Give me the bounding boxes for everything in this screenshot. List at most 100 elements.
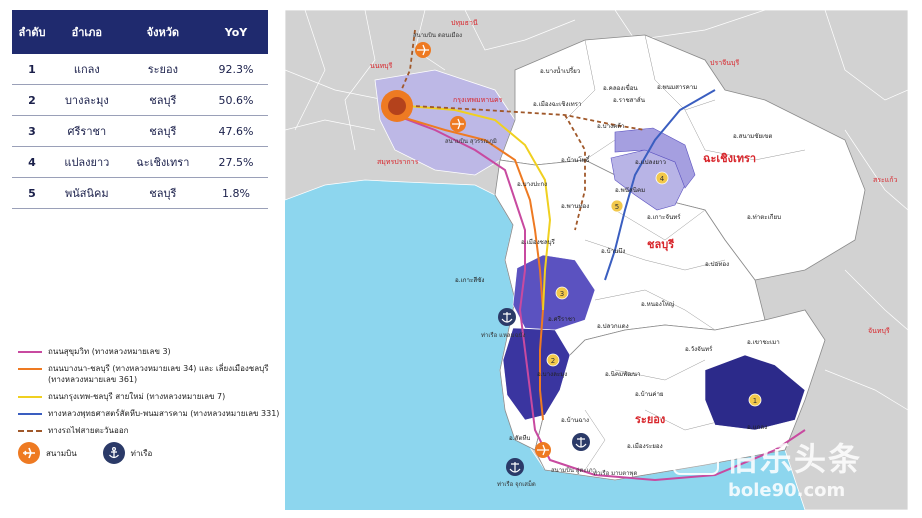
table-header-row: ลำดับ อำเภอ จังหวัด YoY — [12, 10, 268, 54]
outer-boundaries — [285, 10, 908, 411]
label-khlong-khuean: อ.คลองเขื่อน — [603, 84, 638, 92]
svg-text:4: 4 — [660, 175, 665, 183]
label-ban-pho: อ.บ้านโพธิ์ — [561, 155, 591, 164]
label-phanat-nikhom: อ.พนัสนิคม — [615, 187, 645, 194]
bangkok-area — [374, 69, 516, 176]
rank-badge-1: 1 — [748, 393, 762, 407]
label-wang-chan: อ.วังจันทร์ — [685, 345, 713, 353]
label-ratchasan: อ.ราชสาส์น — [613, 96, 646, 104]
legend-swatch — [18, 351, 42, 353]
label-sattahip: อ.สัตหีบ — [509, 434, 531, 442]
label-rayong: ระยอง — [635, 413, 665, 426]
map-legend: ถนนสุขุมวิท (ทางหลวงหมายเลข 3) ถนนบางนา-… — [18, 346, 280, 464]
label-chanthaburi: จันทบุรี — [868, 327, 890, 335]
rank-badge-5: 5 — [610, 199, 624, 213]
label-bang-pakong: อ.บางปะกง — [517, 181, 547, 188]
cell-rank: 3 — [12, 115, 52, 147]
legend-swatch — [18, 430, 42, 432]
legend-icons: สนามบิน ท่าเรือ — [18, 442, 280, 464]
ranking-table: ลำดับ อำเภอ จังหวัด YoY 1 แกลง ระยอง 92.… — [12, 10, 268, 209]
label-bang-khla: อ.บางคล้า — [597, 122, 625, 130]
district-plaeng-yao — [614, 127, 696, 189]
watermark: Bole 伯乐头条 bole90.com — [672, 428, 916, 510]
label-samut-prakan: สมุทรปราการ — [377, 158, 419, 166]
svg-text:3: 3 — [560, 290, 564, 298]
label-ban-bueng: อ.บ้านบึง — [601, 247, 625, 255]
table-row: 5 พนัสนิคม ชลบุรี 1.8% — [12, 177, 268, 209]
svg-text:2: 2 — [551, 357, 555, 365]
label-mueang-rayong: อ.เมืองระยอง — [627, 442, 663, 450]
airport-icon — [18, 442, 40, 464]
cell-district: พนัสนิคม — [52, 177, 122, 209]
table-row: 2 บางละมุง ชลบุรี 50.6% — [12, 84, 268, 116]
port-label-sattahip: ท่าเรือ จุกเสม็ด — [497, 479, 536, 488]
eec-province-labels: ฉะเชิงเทรา ชลบุรี ระยอง — [635, 152, 756, 426]
svg-text:1: 1 — [753, 397, 757, 405]
airport-label: สนามบิน — [46, 448, 77, 458]
bangkok-marker-inner — [388, 97, 406, 115]
port-label-laem-chabang: ท่าเรือ แหลมฉบัง — [481, 331, 525, 339]
road-highway-331 — [604, 89, 716, 281]
header-rank: ลำดับ — [12, 10, 52, 54]
legend-item-sukhumvit: ถนนสุขุมวิท (ทางหลวงหมายเลข 3) — [18, 346, 280, 357]
port-label: ท่าเรือ — [130, 448, 153, 458]
label-mueang-chonburi: อ.เมืองชลบุรี — [521, 238, 556, 246]
district-boundaries — [564, 34, 806, 471]
legend-label: ถนนสุขุมวิท (ทางหลวงหมายเลข 3) — [48, 347, 171, 356]
label-khao-chamao: อ.เขาชะเมา — [747, 339, 780, 346]
table-row: 3 ศรีราชา ชลบุรี 47.6% — [12, 115, 268, 147]
rank-badge-4: 4 — [655, 171, 669, 185]
label-pluak-daeng: อ.ปลวกแดง — [597, 323, 629, 330]
anchor-icon-map-ta-phut — [572, 433, 590, 451]
label-chonburi: ชลบุรี — [647, 238, 674, 252]
district-si-racha — [512, 254, 596, 331]
label-mueang-chachoengsao: อ.เมืองฉะเชิงเทรา — [533, 100, 581, 108]
anchor-icon — [102, 442, 125, 464]
legend-label: ถนนกรุงเทพ-ชลบุรี สายใหม่ (ทางหลวงหมายเล… — [48, 392, 226, 401]
legend-label: ทางรถไฟสายตะวันออก — [48, 426, 129, 435]
rank-badge-3: 3 — [555, 286, 569, 300]
label-prachinburi: ปราจีนบุรี — [710, 59, 739, 67]
label-ban-chang: อ.บ้านฉาง — [561, 416, 589, 424]
airport-label-don-mueang: สนามบิน ดอนเมือง — [413, 31, 462, 39]
label-nong-yai: อ.หนองใหญ่ — [641, 300, 674, 308]
legend-label: ทางหลวงพุทธศาสตร์สัตหีบ-พนมสารคาม (ทางหล… — [48, 409, 280, 418]
watermark-url: bole90.com — [728, 480, 846, 501]
label-bo-thong: อ.บ่อทอง — [705, 261, 729, 268]
cell-province: ฉะเชิงเทรา — [121, 146, 204, 178]
label-si-racha: อ.ศรีราชา — [548, 315, 575, 323]
legend-item-railway: ทางรถไฟสายตะวันออก — [18, 425, 280, 436]
cell-district: บางละมุง — [52, 84, 122, 116]
header-district: อำเภอ — [52, 10, 122, 54]
cell-yoy: 47.6% — [204, 115, 268, 147]
legend-swatch — [18, 368, 42, 370]
road-motorway-7 — [394, 104, 552, 311]
cell-rank: 2 — [12, 84, 52, 116]
district-bang-lamung — [502, 327, 571, 421]
province-labels: ปทุมธานี นนทบุรี กรุงเทพมหานคร สมุทรปราก… — [370, 19, 898, 335]
legend-swatch — [18, 396, 42, 398]
label-bang-nam-priao: อ.บางน้ำเปรี้ยว — [540, 66, 580, 75]
legend-item-motorway: ถนนกรุงเทพ-ชลบุรี สายใหม่ (ทางหลวงหมายเล… — [18, 391, 280, 402]
label-klaeng: อ.แกลง — [747, 424, 767, 431]
airport-icon-don-mueang — [415, 42, 431, 58]
label-bang-lamung: อ.บางละมุง — [537, 371, 567, 378]
railway-eastern — [394, 104, 646, 231]
label-tha-takiap: อ.ท่าตะเกียบ — [747, 213, 781, 221]
eec-map: สนามบิน ดอนเมือง สนามบิน สุวรรณภูมิ สนาม… — [285, 10, 908, 510]
legend-item-highway331: ทางหลวงพุทธศาสตร์สัตหีบ-พนมสารคาม (ทางหล… — [18, 408, 280, 419]
label-phan-thong: อ.พานทอง — [561, 203, 589, 210]
cell-rank: 1 — [12, 54, 52, 85]
cell-rank: 4 — [12, 146, 52, 178]
label-ko-chan: อ.เกาะจันทร์ — [647, 213, 681, 221]
district-klaeng — [704, 354, 806, 431]
cell-province: ชลบุรี — [121, 177, 204, 209]
airport-icon-u-tapao — [535, 442, 551, 458]
table-row: 1 แกลง ระยอง 92.3% — [12, 54, 268, 85]
cell-yoy: 27.5% — [204, 146, 268, 178]
legend-label: ถนนบางนา-ชลบุรี (ทางหลวงหมายเลข 34) และ … — [48, 364, 269, 384]
province-rayong — [534, 309, 826, 481]
cell-yoy: 1.8% — [204, 177, 268, 209]
cell-district: แปลงยาว — [52, 146, 122, 178]
cell-rank: 5 — [12, 177, 52, 209]
